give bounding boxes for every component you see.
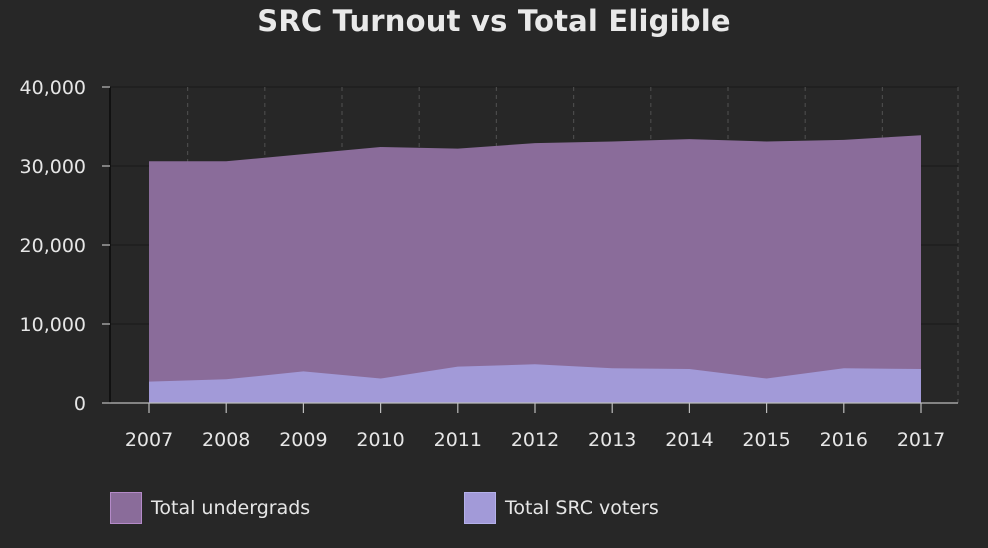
legend-swatch-undergrads (110, 492, 142, 524)
x-tick-label: 2017 (897, 429, 945, 451)
x-tick-label: 2010 (356, 429, 404, 451)
chart-title: SRC Turnout vs Total Eligible (257, 4, 731, 38)
y-tick-label: 0 (74, 393, 86, 415)
x-tick-label: 2016 (820, 429, 868, 451)
x-tick-label: 2015 (742, 429, 790, 451)
legend-item-undergrads[interactable]: Total undergrads (110, 490, 310, 526)
y-tick-label: 30,000 (20, 156, 86, 178)
legend-label-src-voters: Total SRC voters (505, 497, 659, 519)
y-tick-label: 40,000 (20, 77, 86, 99)
area-series-1 (149, 364, 921, 403)
area-series-0 (149, 135, 921, 403)
y-tick-label: 20,000 (20, 235, 86, 257)
legend-swatch-src-voters (464, 492, 496, 524)
x-tick-label: 2007 (125, 429, 173, 451)
x-tick-label: 2009 (279, 429, 327, 451)
x-tick-label: 2011 (434, 429, 482, 451)
x-tick-label: 2012 (511, 429, 559, 451)
x-tick-label: 2008 (202, 429, 250, 451)
y-tick-label: 10,000 (20, 314, 86, 336)
legend-item-src-voters[interactable]: Total SRC voters (464, 490, 659, 526)
legend-label-undergrads: Total undergrads (151, 497, 311, 519)
x-tick-label: 2014 (665, 429, 713, 451)
x-tick-label: 2013 (588, 429, 636, 451)
